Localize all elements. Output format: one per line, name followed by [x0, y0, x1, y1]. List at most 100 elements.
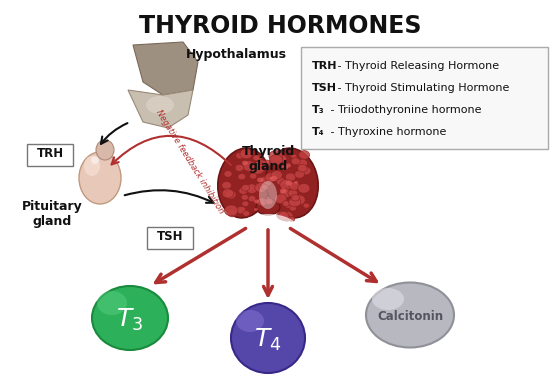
Ellipse shape	[231, 303, 305, 373]
Ellipse shape	[285, 173, 296, 181]
Ellipse shape	[255, 183, 267, 192]
Ellipse shape	[79, 152, 121, 204]
Ellipse shape	[298, 184, 310, 193]
Ellipse shape	[277, 177, 286, 185]
Ellipse shape	[297, 165, 307, 172]
Ellipse shape	[222, 189, 234, 198]
Ellipse shape	[277, 211, 287, 219]
Ellipse shape	[289, 182, 300, 190]
Ellipse shape	[238, 174, 246, 180]
Ellipse shape	[259, 181, 277, 209]
Text: Negative feedback inhibition: Negative feedback inhibition	[154, 109, 226, 215]
Ellipse shape	[295, 181, 298, 184]
Ellipse shape	[291, 195, 300, 201]
Ellipse shape	[260, 176, 273, 186]
Ellipse shape	[91, 156, 99, 164]
Text: $T_4$: $T_4$	[254, 327, 282, 353]
Ellipse shape	[288, 217, 295, 222]
Text: TRH: TRH	[312, 61, 338, 71]
Ellipse shape	[225, 190, 236, 199]
Text: - Triiodothyronine hormone: - Triiodothyronine hormone	[327, 105, 482, 115]
Ellipse shape	[224, 171, 232, 177]
Ellipse shape	[245, 184, 254, 192]
Ellipse shape	[253, 155, 260, 161]
Ellipse shape	[242, 201, 249, 207]
Ellipse shape	[254, 155, 262, 162]
Ellipse shape	[286, 181, 292, 186]
Ellipse shape	[228, 209, 237, 217]
Text: - Thyroxine hormone: - Thyroxine hormone	[327, 127, 446, 137]
Ellipse shape	[301, 166, 311, 175]
Text: Calcitonin: Calcitonin	[377, 310, 443, 323]
Text: $T_3$: $T_3$	[116, 307, 143, 333]
Text: Hypothalamus: Hypothalamus	[186, 48, 287, 61]
Ellipse shape	[236, 152, 244, 159]
Ellipse shape	[270, 177, 273, 179]
Ellipse shape	[258, 160, 266, 167]
Polygon shape	[128, 90, 193, 128]
Ellipse shape	[262, 185, 268, 190]
Ellipse shape	[269, 150, 283, 162]
Ellipse shape	[280, 188, 287, 193]
Ellipse shape	[284, 201, 294, 208]
Ellipse shape	[288, 189, 298, 197]
Text: - Thyroid Releasing Hormone: - Thyroid Releasing Hormone	[334, 61, 500, 71]
Ellipse shape	[297, 166, 307, 173]
Ellipse shape	[256, 162, 260, 165]
Ellipse shape	[291, 154, 297, 159]
Ellipse shape	[256, 163, 266, 171]
Ellipse shape	[283, 215, 290, 221]
Ellipse shape	[242, 211, 250, 216]
Text: THYROID HORMONES: THYROID HORMONES	[139, 14, 421, 38]
Ellipse shape	[254, 208, 258, 211]
Ellipse shape	[282, 201, 290, 206]
Ellipse shape	[236, 310, 264, 332]
Ellipse shape	[242, 161, 248, 165]
Ellipse shape	[225, 205, 238, 216]
Ellipse shape	[235, 164, 244, 171]
Ellipse shape	[290, 205, 296, 211]
Text: Thyroid
gland: Thyroid gland	[241, 145, 295, 173]
Text: T₃: T₃	[312, 105, 325, 115]
Ellipse shape	[265, 173, 277, 182]
Ellipse shape	[97, 291, 127, 315]
Ellipse shape	[84, 156, 100, 176]
Ellipse shape	[146, 96, 174, 114]
Ellipse shape	[366, 282, 454, 347]
Ellipse shape	[265, 198, 273, 205]
Ellipse shape	[241, 194, 249, 200]
FancyBboxPatch shape	[147, 227, 193, 249]
Ellipse shape	[240, 149, 253, 159]
Text: Pituitary
gland: Pituitary gland	[22, 200, 82, 228]
Ellipse shape	[218, 148, 270, 218]
Polygon shape	[133, 42, 198, 95]
Ellipse shape	[92, 286, 168, 350]
Ellipse shape	[280, 179, 293, 190]
Text: - Thyroid Stimulating Hormone: - Thyroid Stimulating Hormone	[334, 83, 510, 93]
Ellipse shape	[254, 200, 259, 203]
Text: TSH: TSH	[157, 230, 183, 243]
Ellipse shape	[295, 170, 305, 178]
Ellipse shape	[96, 140, 114, 160]
Ellipse shape	[266, 148, 318, 218]
Ellipse shape	[274, 194, 287, 204]
Ellipse shape	[303, 203, 310, 208]
Ellipse shape	[372, 288, 404, 310]
Ellipse shape	[270, 176, 277, 181]
Ellipse shape	[299, 150, 310, 159]
Ellipse shape	[242, 161, 255, 171]
Ellipse shape	[281, 165, 288, 170]
FancyBboxPatch shape	[301, 47, 548, 149]
Ellipse shape	[239, 187, 248, 195]
Ellipse shape	[286, 163, 291, 168]
Ellipse shape	[289, 197, 301, 207]
Ellipse shape	[250, 173, 257, 179]
Ellipse shape	[238, 214, 298, 244]
Ellipse shape	[263, 160, 271, 167]
Ellipse shape	[291, 158, 300, 165]
Ellipse shape	[222, 182, 231, 189]
Ellipse shape	[248, 195, 256, 202]
Ellipse shape	[236, 206, 246, 214]
Ellipse shape	[292, 195, 305, 205]
Text: TSH: TSH	[312, 83, 337, 93]
